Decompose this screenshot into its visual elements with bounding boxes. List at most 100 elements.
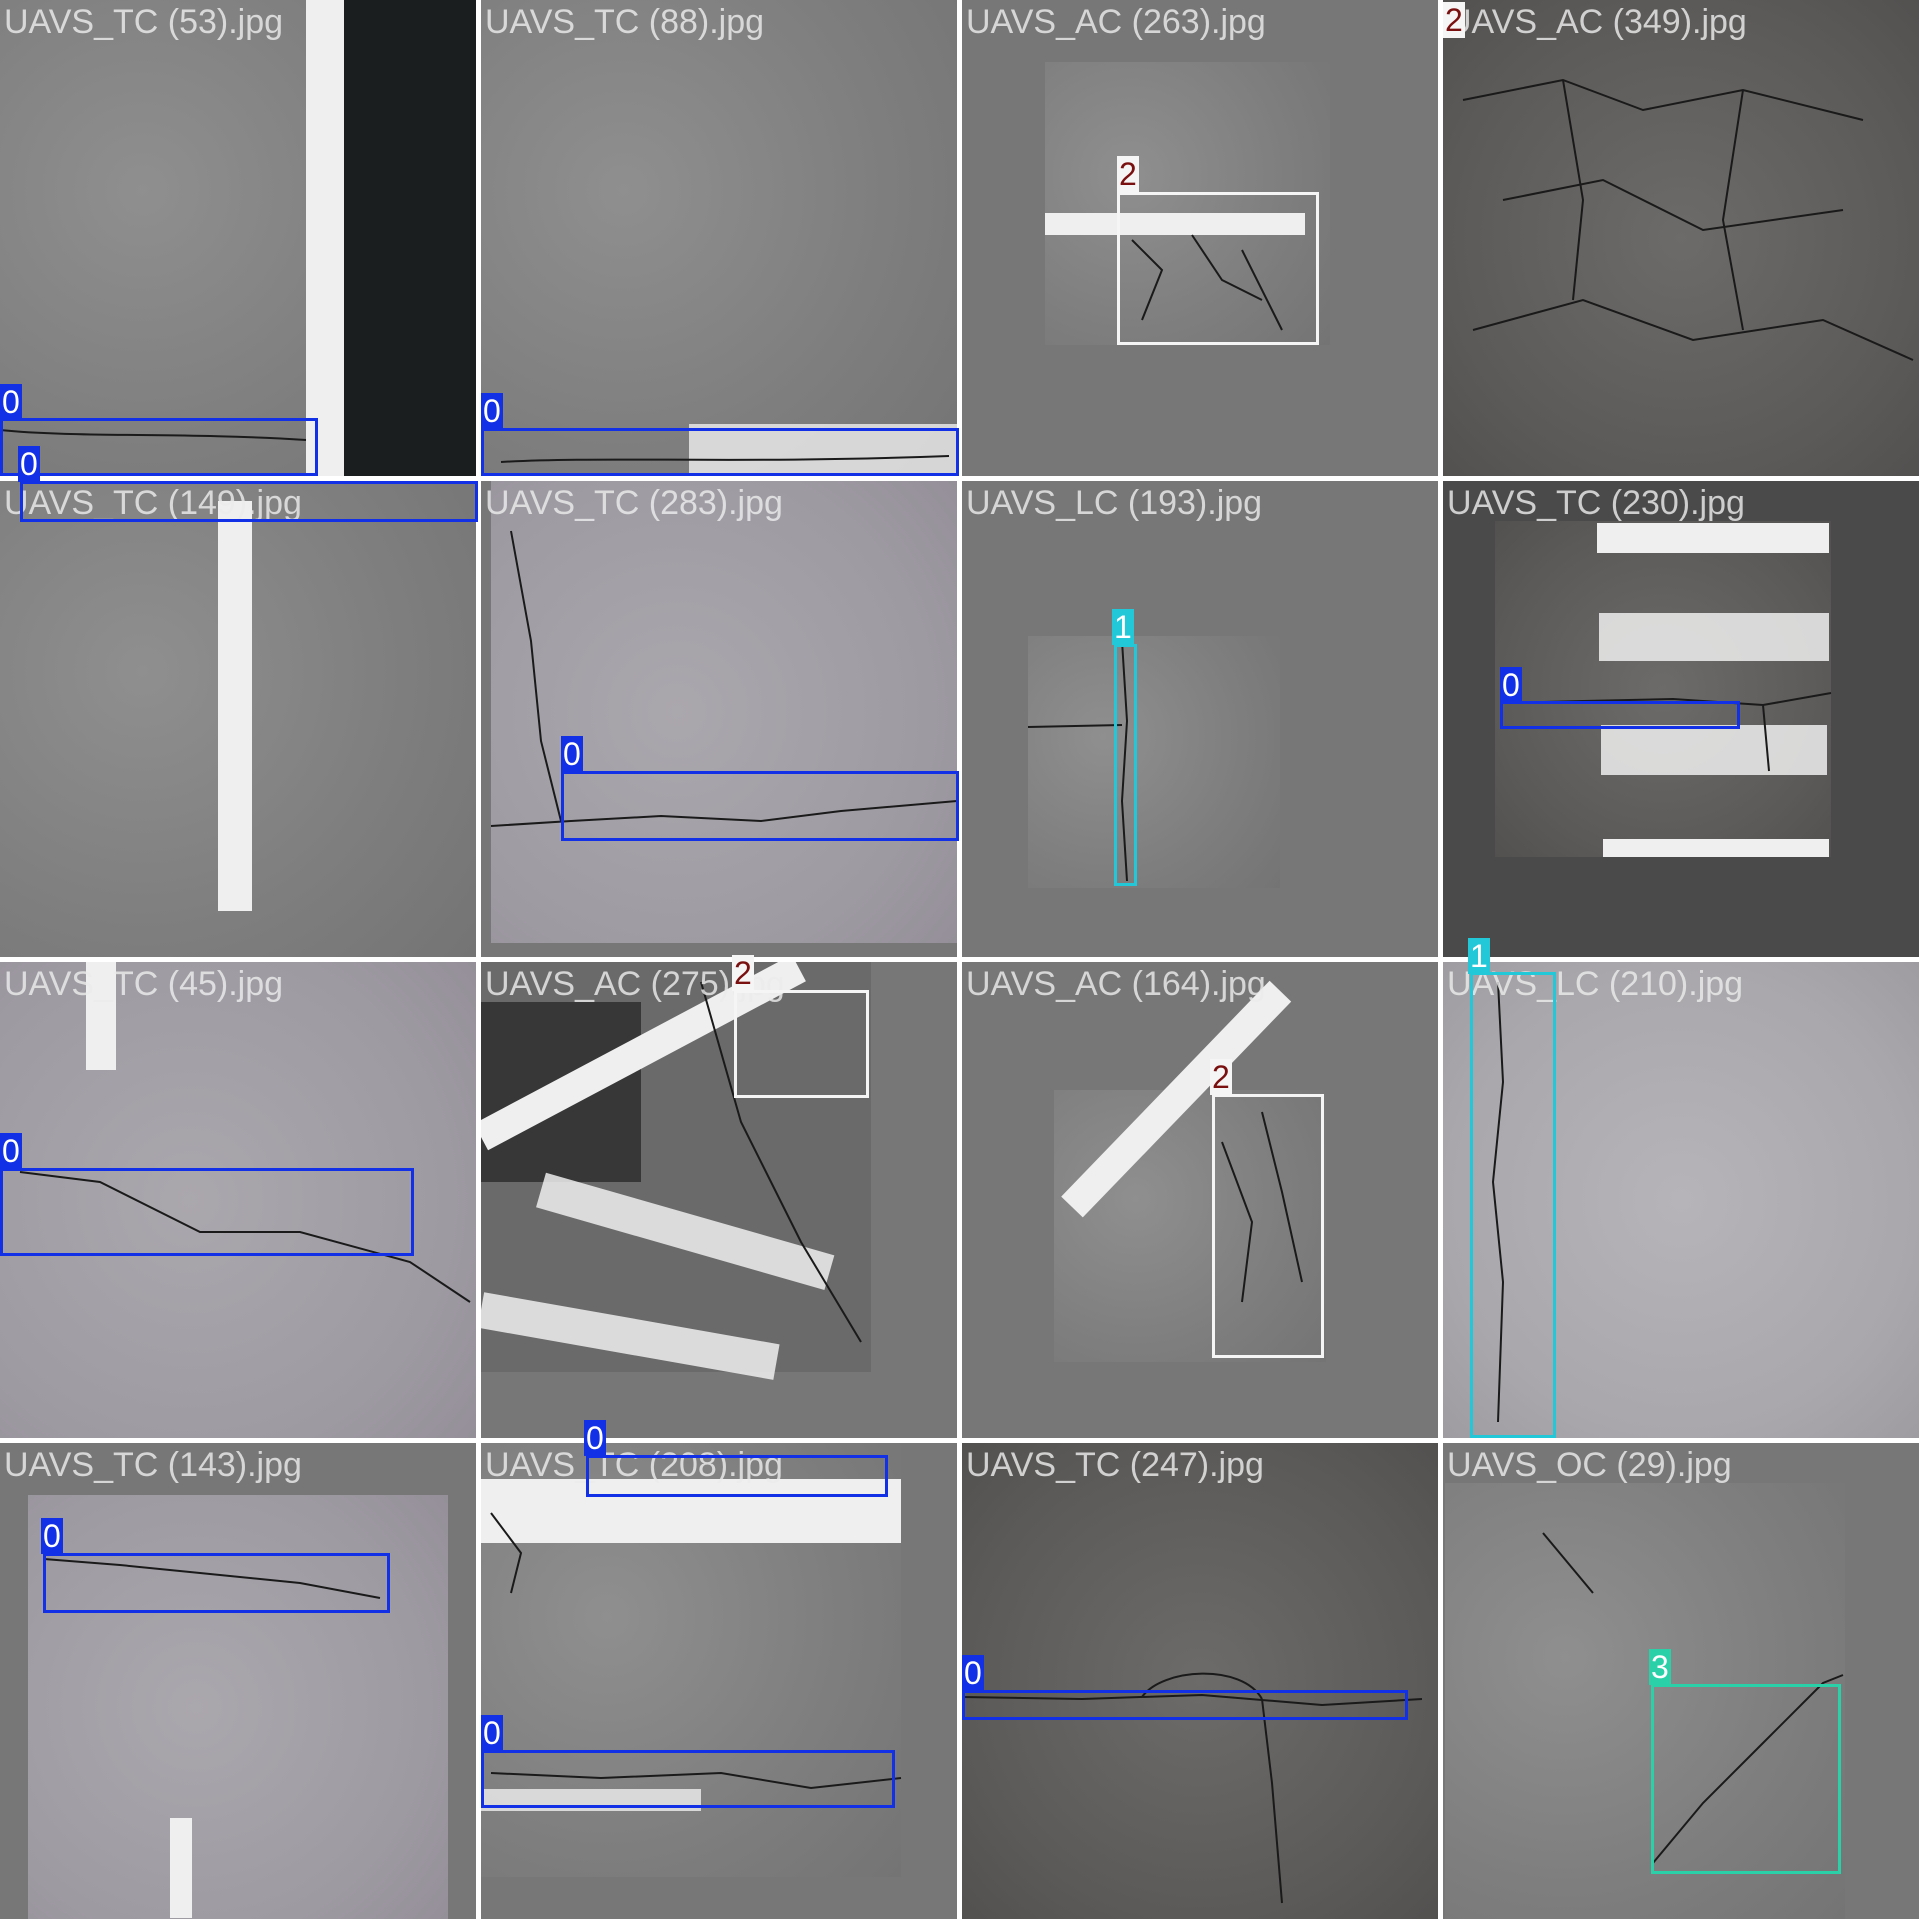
detection-label: 0 — [0, 1133, 22, 1169]
tile-filename: UAVS_TC (283).jpg — [485, 484, 783, 522]
tile-filename: UAVS_TC (45).jpg — [4, 965, 284, 1003]
detection-label: 1 — [1112, 609, 1134, 645]
detection-box-transverse[interactable] — [0, 1168, 414, 1256]
road-photo — [1054, 1090, 1326, 1362]
lane-line — [306, 0, 344, 476]
tile-12[interactable]: UAVS_LC (210).jpg — [1443, 962, 1919, 1438]
detection-label: 0 — [1500, 667, 1522, 703]
tile-filename: UAVS_OC (29).jpg — [1447, 1446, 1732, 1484]
tile-filename: UAVS_TC (247).jpg — [966, 1446, 1264, 1484]
crack-trace — [1027, 640, 1129, 882]
tile-filename: UAVS_LC (210).jpg — [1447, 965, 1744, 1003]
tile-4[interactable]: UAVS_AC (349).jpg — [1443, 0, 1919, 476]
detection-label: 0 — [481, 393, 503, 429]
detection-label: 1 — [1468, 938, 1490, 974]
detection-box-transverse[interactable] — [0, 418, 318, 476]
lane-line — [170, 1818, 192, 1918]
detection-box-alligator[interactable] — [1117, 192, 1319, 345]
tile-5[interactable]: UAVS_TC (149).jpg — [0, 481, 476, 957]
detection-label: 0 — [41, 1518, 63, 1554]
detection-label: 0 — [561, 736, 583, 772]
tile-filename: UAVS_LC (193).jpg — [966, 484, 1263, 522]
detection-label: 2 — [1210, 1059, 1232, 1095]
lane-marking — [1045, 213, 1305, 235]
detection-box-oblique[interactable] — [1651, 1684, 1841, 1874]
tile-11[interactable]: UAVS_AC (164).jpg — [962, 962, 1438, 1438]
crack-trace — [490, 530, 957, 827]
tile-8[interactable]: UAVS_TC (230).jpg — [1443, 481, 1919, 957]
detection-box-transverse[interactable] — [481, 1750, 895, 1808]
detection-box-transverse[interactable] — [586, 1455, 888, 1497]
crack-trace — [1221, 1111, 1303, 1303]
crack-trace — [1542, 1532, 1844, 1864]
tile-3[interactable]: UAVS_AC (263).jpg — [962, 0, 1438, 476]
road-photo — [1495, 521, 1831, 857]
detection-box-transverse[interactable] — [1500, 701, 1740, 729]
crack-trace — [962, 1672, 1423, 1904]
tile-filename: UAVS_TC (143).jpg — [4, 1446, 302, 1484]
tile-15[interactable]: UAVS_TC (247).jpg — [962, 1443, 1438, 1919]
detection-label: 0 — [18, 446, 40, 482]
tile-10[interactable]: UAVS_AC (275).jpg — [481, 962, 957, 1438]
crack-trace — [1491, 981, 1505, 1423]
crack-trace — [500, 455, 950, 463]
detection-box-longitudinal[interactable] — [1470, 972, 1556, 1438]
road-photo — [1045, 62, 1330, 345]
detection-box-longitudinal[interactable] — [1114, 644, 1137, 886]
road-photo — [962, 1443, 1438, 1919]
crack-trace — [43, 1558, 381, 1599]
tile-7[interactable]: UAVS_LC (193).jpg — [962, 481, 1438, 957]
crosswalk-stripe — [1601, 725, 1827, 775]
road-photo — [1443, 962, 1919, 1438]
tile-2[interactable]: UAVS_TC (88).jpg — [481, 0, 957, 476]
lane-line — [218, 501, 252, 911]
crack-trace — [700, 981, 862, 1343]
tile-13[interactable]: UAVS_TC (143).jpg — [0, 1443, 476, 1919]
detection-label: 2 — [1117, 156, 1139, 192]
tile-filename: UAVS_TC (53).jpg — [4, 3, 284, 41]
road-photo — [1443, 0, 1919, 476]
tile-filename: UAVS_TC (149).jpg — [4, 484, 302, 522]
detection-label: 0 — [481, 1715, 503, 1751]
detection-box-transverse[interactable] — [20, 481, 478, 522]
detection-label: 2 — [732, 955, 754, 991]
tile-filename: UAVS_TC (88).jpg — [485, 3, 765, 41]
roadside-shadow — [344, 0, 476, 476]
crack-trace — [1131, 234, 1283, 331]
crosswalk-stripe — [1597, 523, 1829, 553]
crosswalk-stripe — [1599, 613, 1829, 661]
tile-6[interactable]: UAVS_TC (283).jpg — [481, 481, 957, 957]
crack-trace — [490, 1512, 902, 1790]
tile-filename: UAVS_AC (164).jpg — [966, 965, 1266, 1003]
tile-9[interactable]: UAVS_TC (45).jpg — [0, 962, 476, 1438]
detection-box-alligator[interactable] — [1212, 1094, 1324, 1358]
detection-box-transverse[interactable] — [561, 771, 959, 841]
detection-box-transverse[interactable] — [43, 1553, 390, 1613]
tile-filename: UAVS_AC (349).jpg — [1447, 3, 1747, 41]
road-photo — [1028, 636, 1280, 888]
detection-box-transverse[interactable] — [962, 1690, 1408, 1720]
detection-label: 0 — [962, 1655, 984, 1691]
detection-box-transverse[interactable] — [481, 428, 959, 476]
detection-label: 3 — [1649, 1649, 1671, 1685]
crack-trace — [0, 429, 307, 441]
road-photo — [481, 0, 957, 476]
detection-label: 2 — [1443, 2, 1465, 38]
road-photo — [1445, 1483, 1845, 1919]
tile-filename: UAVS_AC (263).jpg — [966, 3, 1266, 41]
crosswalk-stripe — [1603, 839, 1829, 857]
detection-label: 0 — [584, 1420, 606, 1456]
crack-trace — [1462, 78, 1914, 361]
lane-marking — [689, 424, 957, 476]
detection-box-alligator[interactable] — [734, 990, 869, 1098]
road-photo — [28, 1495, 448, 1919]
tile-1[interactable]: UAVS_TC (53).jpg — [0, 0, 476, 476]
road-photo — [0, 962, 476, 1438]
tile-filename: UAVS_TC (230).jpg — [1447, 484, 1745, 522]
road-photo — [491, 481, 957, 943]
arrow-marking — [481, 1479, 901, 1543]
lane-line — [86, 962, 116, 1070]
tile-14[interactable]: UAVS_TC (208).jpg — [481, 1443, 957, 1919]
tile-filename: UAVS_TC (208).jpg — [485, 1446, 783, 1484]
